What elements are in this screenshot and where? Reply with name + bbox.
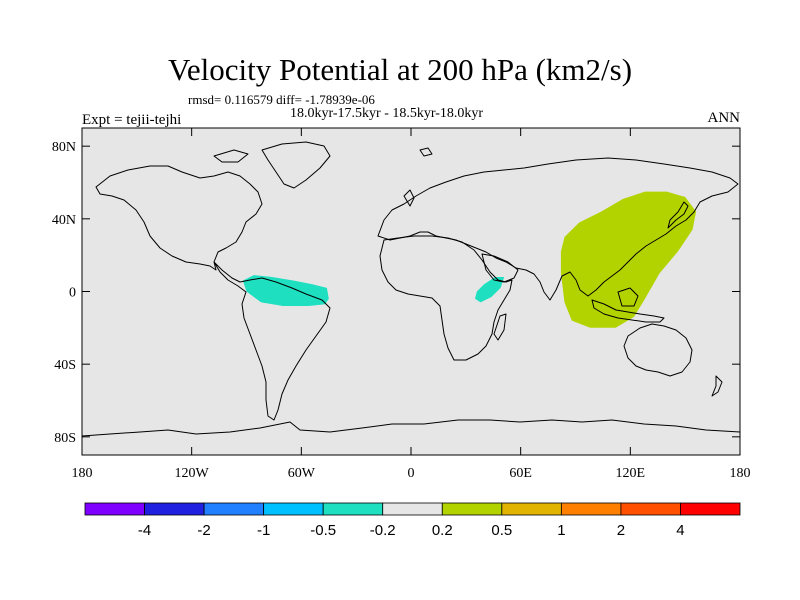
lon-tick-label: 120W	[175, 466, 210, 481]
lon-tick-label: 60E	[509, 466, 532, 481]
coastlines	[82, 141, 740, 437]
lat-tick-label: 80N	[52, 140, 76, 155]
region-amazon	[242, 275, 329, 306]
colorbar-swatch	[382, 502, 443, 516]
coast-south-america	[213, 261, 331, 421]
lon-tick-label: 120E	[616, 466, 646, 481]
colorbar-swatch	[680, 502, 741, 516]
stats-line: rmsd= 0.116579 diff= -1.78939e-06	[188, 92, 375, 107]
colorbar-swatch	[263, 502, 324, 516]
coast-borneo	[617, 287, 639, 307]
colorbar-swatch	[620, 502, 681, 516]
coast-australia	[623, 323, 693, 377]
colorbar-label: 1	[557, 522, 565, 539]
colorbar: -4 -2 -1 -0.5 -0.2 0.2 0.5 1 2 4	[84, 502, 741, 539]
coast-arctic-islands	[213, 149, 249, 163]
coast-africa	[379, 235, 513, 361]
lat-tick-label: 40N	[52, 213, 76, 228]
coast-eurasia	[377, 157, 739, 301]
lon-tick-label: 180	[730, 466, 751, 481]
colorbar-label: -2	[197, 522, 210, 539]
colorbar-swatch	[441, 502, 503, 516]
colorbar-swatch	[501, 502, 562, 516]
coast-arabia	[481, 253, 519, 283]
colorbar-label: -0.5	[310, 522, 336, 539]
axis-ticks	[81, 128, 741, 455]
lat-tick-label: 80S	[54, 431, 76, 446]
coast-madagascar	[493, 313, 507, 341]
coast-greenland	[261, 141, 331, 189]
shaded-regions	[242, 191, 697, 328]
lat-tick-label: 40S	[54, 358, 76, 373]
lon-tick-label: 60W	[288, 466, 316, 481]
coast-britain	[403, 189, 415, 207]
coast-north-america	[95, 165, 263, 271]
lon-tick-label: 0	[408, 466, 415, 481]
coast-antarctica	[82, 419, 740, 437]
coast-svalbard	[419, 147, 433, 157]
colorbar-swatch	[144, 502, 205, 516]
colorbar-label: -1	[257, 522, 270, 539]
lon-tick-label: 180	[72, 466, 93, 481]
colorbar-swatch	[203, 502, 265, 516]
coast-indonesia	[591, 299, 665, 323]
experiment-label: Expt = tejii-tejhi	[82, 112, 182, 128]
colorbar-label: 2	[617, 522, 625, 539]
colorbar-swatch	[560, 502, 622, 516]
coast-japan	[667, 201, 689, 229]
region-east-africa	[475, 277, 505, 303]
plot-title: Velocity Potential at 200 hPa (km2/s)	[167, 52, 633, 87]
colorbar-swatch	[84, 502, 145, 516]
region-pacific-warm-pool	[560, 191, 697, 328]
colorbar-swatch	[322, 502, 384, 516]
axis-tick-labels: 80N 40N 0 40S 80S 180 120W 60W 0 60E 120E 180	[52, 140, 751, 481]
coast-new-zealand	[711, 375, 723, 397]
lat-tick-label: 0	[69, 286, 76, 301]
period-line: 18.0kyr-17.5kyr - 18.5kyr-18.0kyr	[290, 106, 484, 121]
colorbar-label: 4	[676, 522, 684, 539]
season-label: ANN	[707, 110, 741, 126]
colorbar-label: -4	[138, 522, 151, 539]
colorbar-label: 0.2	[432, 522, 453, 539]
colorbar-label: 0.5	[491, 522, 512, 539]
colorbar-label: -0.2	[370, 522, 396, 539]
